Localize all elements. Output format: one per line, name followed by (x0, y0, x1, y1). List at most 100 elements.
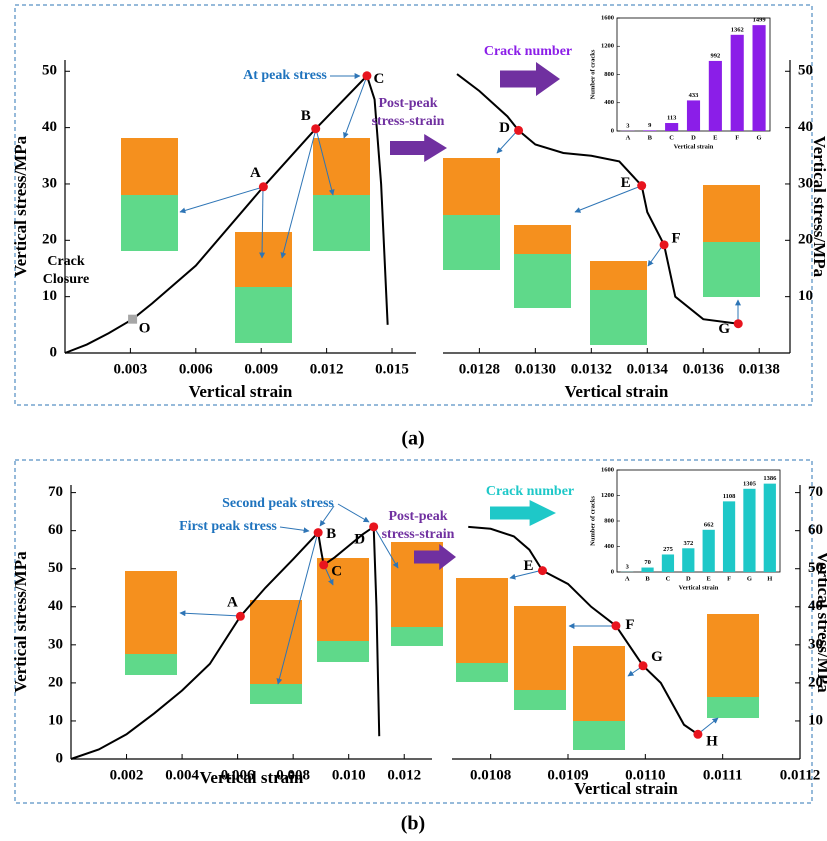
y-tick-label: 50 (42, 63, 57, 79)
y-axis-label: Number of cracks (589, 49, 596, 99)
category-label: G (757, 134, 762, 141)
y-axis-label: Vertical stress/MPa (810, 136, 827, 278)
specimen-top (707, 614, 759, 697)
specimen-bottom (703, 242, 760, 297)
category-label: E (713, 134, 717, 141)
bar-value-label: 662 (704, 521, 714, 528)
annotation: Second peak stress (222, 496, 334, 511)
specimen-bottom (573, 721, 625, 750)
x-axis-label: Vertical strain (565, 382, 669, 401)
bar-value-label: 113 (667, 115, 677, 122)
category-label: F (735, 134, 739, 141)
point-label: D (354, 531, 365, 547)
key-point (128, 315, 137, 324)
y-tick-label: 800 (604, 71, 614, 78)
bar-value-label: 372 (683, 540, 693, 547)
key-point (311, 124, 320, 133)
block-arrow (390, 134, 447, 162)
specimen-bottom (391, 627, 443, 646)
point-label: D (499, 120, 510, 136)
y-tick-label: 800 (604, 517, 614, 524)
point-label: E (621, 175, 631, 191)
specimen-bottom (121, 195, 178, 251)
bar-value-label: 1362 (731, 26, 744, 33)
bar-value-label: 1499 (753, 17, 767, 24)
specimen-top (514, 225, 571, 254)
point-label: G (718, 321, 730, 337)
bar (743, 489, 755, 572)
point-label: F (671, 230, 680, 246)
key-point (259, 182, 268, 191)
x-tick-label: 0.0111 (703, 767, 743, 783)
key-point (538, 566, 547, 575)
specimen-bottom (514, 690, 566, 710)
annotation: Closure (43, 272, 89, 287)
specimen-top (514, 606, 566, 690)
x-tick-label: 0.003 (114, 361, 148, 377)
y-tick-label: 60 (808, 522, 823, 538)
x-tick-label: 0.009 (244, 361, 278, 377)
specimen-top (573, 646, 625, 721)
y-tick-label: 1600 (601, 14, 614, 21)
bar-value-label: 1305 (743, 480, 757, 487)
point-label: O (139, 321, 151, 337)
bar (643, 130, 656, 131)
bar (731, 35, 744, 131)
pointer-arrow (180, 613, 241, 616)
y-tick-label: 20 (42, 232, 57, 248)
category-label: C (669, 134, 674, 141)
y-tick-label: 1600 (601, 466, 614, 473)
specimen-bottom (443, 215, 500, 270)
y-tick-label: 20 (48, 674, 63, 690)
category-label: E (707, 575, 711, 582)
x-axis-label: Vertical strain (189, 382, 293, 401)
specimen-top (313, 138, 370, 195)
annotation: First peak stress (179, 519, 277, 534)
bar (687, 100, 700, 131)
annotation: stress-strain (382, 527, 455, 542)
y-tick-label: 0 (50, 344, 58, 360)
y-tick-label: 30 (42, 175, 57, 191)
point-label: C (374, 71, 385, 87)
x-tick-label: 0.0128 (459, 361, 500, 377)
annotation: At peak stress (243, 68, 327, 83)
specimen-bottom (235, 287, 292, 343)
x-tick-label: 0.0112 (780, 767, 820, 783)
y-tick-label: 400 (604, 543, 614, 550)
x-axis-label: Vertical strain (200, 768, 304, 787)
x-tick-label: 0.004 (165, 767, 199, 783)
y-tick-label: 30 (48, 636, 63, 652)
x-tick-label: 0.002 (110, 767, 144, 783)
point-label: E (523, 558, 533, 574)
category-label: D (686, 575, 691, 582)
x-axis-label: Vertical strain (679, 584, 719, 591)
x-tick-label: 0.010 (332, 767, 366, 783)
specimen-top (456, 578, 508, 663)
specimen-top (250, 600, 302, 684)
point-label: B (326, 526, 336, 542)
page: (a) (b) 0.0030.0060.0090.0120.0150102030… (0, 0, 827, 841)
figure: (a) (b) 0.0030.0060.0090.0120.0150102030… (0, 0, 827, 841)
x-axis-label: Vertical strain (574, 779, 678, 798)
specimen-top (317, 558, 369, 641)
y-tick-label: 10 (42, 288, 57, 304)
category-label: G (747, 575, 752, 582)
x-tick-label: 0.0108 (470, 767, 511, 783)
annotation: stress-strain (372, 114, 445, 129)
key-point (639, 661, 648, 670)
bar-value-label: 275 (663, 546, 674, 553)
point-label: C (331, 563, 342, 579)
bar (703, 530, 715, 572)
y-tick-label: 60 (48, 522, 63, 538)
key-point (319, 560, 328, 569)
bar (764, 484, 776, 572)
y-tick-label: 50 (48, 560, 63, 576)
x-tick-label: 0.012 (387, 767, 421, 783)
category-label: D (691, 134, 696, 141)
bar (682, 548, 694, 572)
y-tick-label: 1200 (601, 43, 614, 50)
inset-title: Crack number (484, 44, 572, 59)
x-tick-label: 0.0132 (571, 361, 612, 377)
bar-value-label: 1386 (763, 475, 777, 482)
category-label: H (767, 575, 772, 582)
